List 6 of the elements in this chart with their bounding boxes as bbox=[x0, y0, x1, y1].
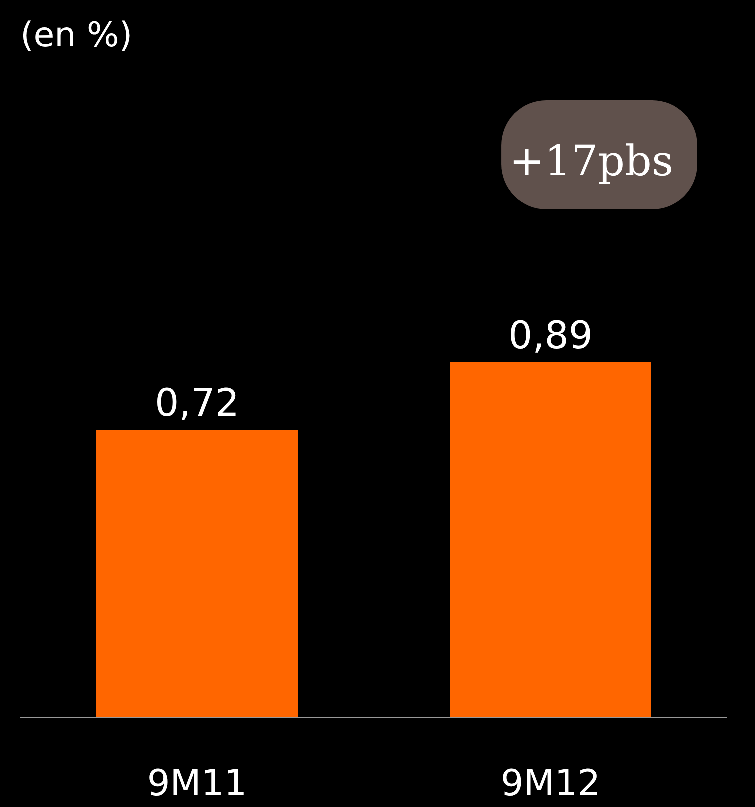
chart-title: (en %) bbox=[20, 16, 133, 56]
text: +17pbs bbox=[510, 136, 674, 186]
x-tick-label: 9M11 bbox=[147, 764, 248, 804]
x-tick-label: 9M12 bbox=[500, 764, 601, 804]
data-label: 0,89 bbox=[508, 313, 594, 358]
data-label: 0,72 bbox=[154, 381, 240, 426]
